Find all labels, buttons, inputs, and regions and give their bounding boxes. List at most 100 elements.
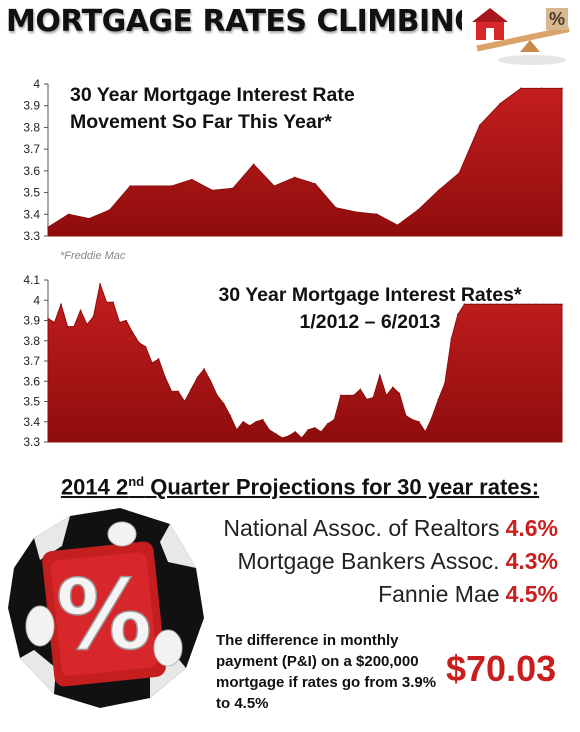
projection-value: 4.6% xyxy=(505,515,558,541)
chart2-y-tick-label: 3.4 xyxy=(23,415,40,429)
chart2-point xyxy=(294,431,297,433)
chart2-point xyxy=(398,392,401,395)
chart2-point xyxy=(444,382,446,385)
chart1-point xyxy=(170,185,173,187)
projection-label: Fannie Mae xyxy=(378,581,500,607)
chart2-point xyxy=(196,376,199,378)
chart1-point xyxy=(335,206,337,209)
chart2-point xyxy=(333,418,336,421)
chart1-point xyxy=(520,87,522,90)
percent-sign-breaking-through-paper-icon: % xyxy=(8,508,204,708)
chart2-point xyxy=(515,303,518,306)
chart1-title: 30 Year Mortgage Interest Rate Movement … xyxy=(70,82,390,136)
chart1-point xyxy=(396,224,399,226)
chart2-y-tick-label: 3.8 xyxy=(23,334,40,348)
chart2-point xyxy=(300,437,303,439)
chart1-y-tick-label: 3.8 xyxy=(23,120,40,134)
page-title: MORTGAGE RATES CLIMBING xyxy=(6,4,479,39)
chart2-point xyxy=(561,303,563,306)
chart2-point xyxy=(112,301,114,304)
chart2-point xyxy=(554,303,557,306)
chart-rates-2012-2013: 3.3 3.4 3.5 3.6 3.7 3.8 3.9 4 4.1 xyxy=(23,273,563,449)
chart2-point xyxy=(118,321,121,324)
projections-list: National Assoc. of Realtors 4.6% Mortgage… xyxy=(158,512,558,611)
chart1-point xyxy=(273,185,275,187)
projections-heading-sup: nd xyxy=(128,474,145,489)
projection-value: 4.3% xyxy=(505,548,558,574)
chart2-point xyxy=(502,303,505,306)
chart1-point xyxy=(108,209,111,211)
chart2-point xyxy=(177,390,179,393)
chart2-title-line-2: 1/2012 – 6/2013 xyxy=(299,311,441,333)
chart1-y-tick-label: 3.7 xyxy=(23,142,40,156)
chart1-title-line-2: Movement So Far This Year* xyxy=(70,111,332,133)
chart2-point xyxy=(287,435,290,437)
chart2-point xyxy=(470,303,472,306)
chart2-point xyxy=(509,303,511,306)
chart2-y-tick-label: 4.1 xyxy=(23,273,40,287)
chart2-point xyxy=(372,396,375,399)
projections-heading-rest: Quarter Projections for 30 year rates: xyxy=(144,474,540,500)
chart2-y-tick-label: 3.5 xyxy=(23,395,40,409)
chart2-y-tick-label: 3.6 xyxy=(23,374,40,388)
chart1-point xyxy=(561,87,563,90)
chart1-point xyxy=(314,183,317,185)
chart2-point xyxy=(450,337,453,340)
chart2-point xyxy=(463,303,466,306)
percent-glyph: % xyxy=(56,559,152,671)
chart2-point xyxy=(99,283,101,285)
chart-rate-movement-this-year: 3.3 3.4 3.5 3.6 3.7 3.8 3.9 4 xyxy=(23,77,563,243)
chart2-point xyxy=(424,431,427,433)
chart2-point xyxy=(131,331,134,334)
chart1-point xyxy=(458,172,461,174)
chart2-point xyxy=(528,303,531,306)
chart2-point xyxy=(541,303,544,306)
chart2-point xyxy=(392,386,394,389)
chart1-point xyxy=(376,213,378,216)
chart2-y-tick-label: 4 xyxy=(33,293,40,307)
chart2-point xyxy=(476,303,479,306)
chart2-point xyxy=(268,429,271,431)
chart2-point xyxy=(457,313,459,316)
projection-row-fannie-mae: Fannie Mae 4.5% xyxy=(158,578,558,611)
chart2-point xyxy=(385,394,388,397)
chart1-point xyxy=(67,213,70,216)
chart2-point xyxy=(483,303,485,306)
chart2-point xyxy=(151,362,153,364)
chart2-point xyxy=(66,325,69,328)
chart2-point xyxy=(489,303,492,306)
chart2-point xyxy=(281,437,284,439)
chart2-point xyxy=(418,420,420,423)
chart1-point xyxy=(129,185,132,187)
chart2-point xyxy=(170,390,173,393)
chart2-point xyxy=(535,303,537,306)
chart1-y-tick-label: 4 xyxy=(33,77,40,91)
chart2-point xyxy=(274,433,277,435)
source-note: *Freddie Mac xyxy=(60,250,126,262)
chart1-point xyxy=(232,187,234,190)
chart2-point xyxy=(138,341,140,344)
payment-difference-amount: $70.03 xyxy=(446,648,557,689)
chart1-point xyxy=(540,87,543,90)
chart1-point xyxy=(47,226,49,229)
chart2-point xyxy=(216,394,218,397)
projections-heading-main: 2014 2 xyxy=(60,474,129,500)
chart2-point xyxy=(411,418,414,421)
chart2-point xyxy=(405,414,407,417)
projection-row-mortgage-bankers: Mortgage Bankers Assoc. 4.3% xyxy=(158,545,558,578)
chart2-point xyxy=(359,388,362,391)
chart2-point xyxy=(229,414,231,417)
chart1-point xyxy=(191,178,193,181)
chart1-point xyxy=(499,102,502,105)
chart1-y-tick-label: 3.6 xyxy=(23,164,40,178)
chart2-point xyxy=(203,368,205,370)
chart2-point xyxy=(190,388,192,391)
chart2-point xyxy=(326,422,329,425)
chart1-point xyxy=(293,176,296,179)
chart2-point xyxy=(366,398,368,401)
chart1-point xyxy=(211,189,214,192)
chart2-point xyxy=(73,325,75,328)
chart2-point xyxy=(235,429,238,431)
chart2-point xyxy=(379,374,381,376)
projection-value: 4.5% xyxy=(505,581,558,607)
